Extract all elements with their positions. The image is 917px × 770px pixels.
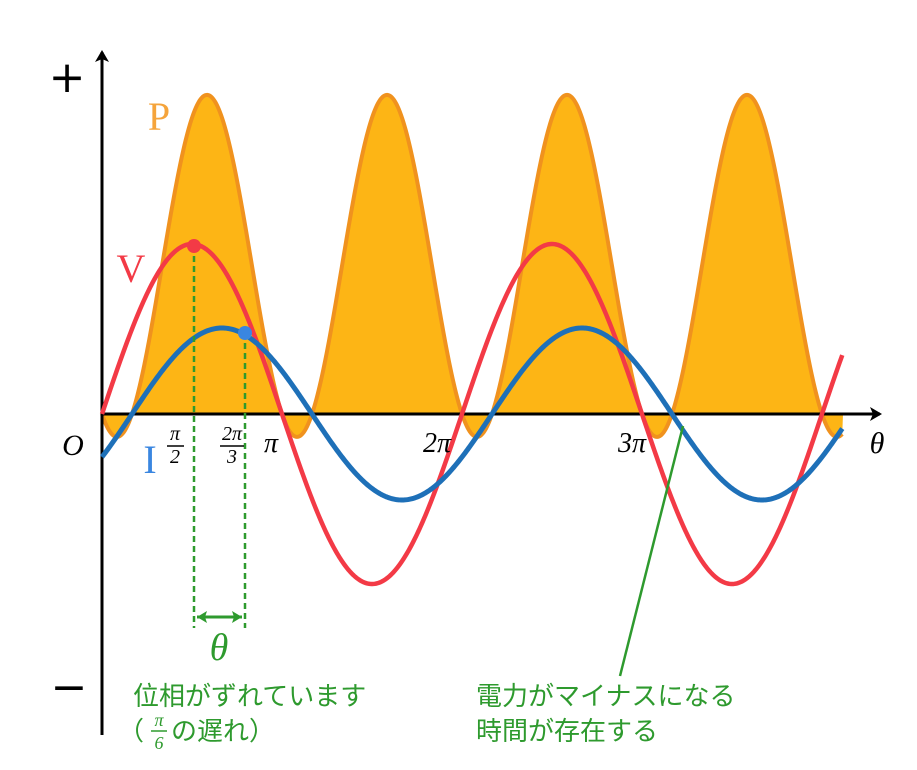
- power-note-line2: 時間が存在する: [476, 717, 658, 747]
- phase-note-line2: （ π 6 の遅れ）: [118, 710, 275, 753]
- power-note-line1: 電力がマイナスになる: [476, 682, 735, 712]
- theta-axis-label: θ: [870, 427, 885, 460]
- svg-text:π: π: [154, 710, 164, 730]
- svg-text:2: 2: [170, 446, 180, 468]
- tick-pi: π: [264, 428, 279, 459]
- current-curve: [100, 325, 845, 503]
- power-label: P: [148, 94, 170, 139]
- tick-2pi-over-3: 2π 3: [220, 423, 244, 468]
- current-label: I: [143, 437, 156, 482]
- plus-sign: +: [49, 52, 86, 103]
- power-curve-line: [100, 92, 844, 439]
- origin-label: O: [62, 429, 84, 462]
- voltage-curve: [99, 241, 845, 587]
- tick-2pi: 2π: [423, 428, 452, 459]
- voltage-peak-dot: [187, 239, 201, 253]
- current-peak-dot: [238, 326, 252, 340]
- svg-text:6: 6: [155, 733, 164, 753]
- tick-3pi: 3π: [617, 428, 647, 459]
- voltage-label: V: [117, 246, 146, 291]
- phase-delta-label: θ: [210, 627, 229, 669]
- svg-text:2π: 2π: [222, 423, 243, 445]
- minus-sign: −: [51, 662, 88, 713]
- negative-power-pointer: [618, 425, 685, 677]
- tick-pi-over-2: π 2: [167, 423, 184, 468]
- svg-text:3: 3: [226, 446, 237, 468]
- svg-text:π: π: [170, 423, 181, 445]
- svg-text:の遅れ）: の遅れ）: [171, 717, 275, 747]
- svg-text:（: （: [118, 717, 144, 747]
- phase-note-line1: 位相がずれています: [133, 682, 366, 712]
